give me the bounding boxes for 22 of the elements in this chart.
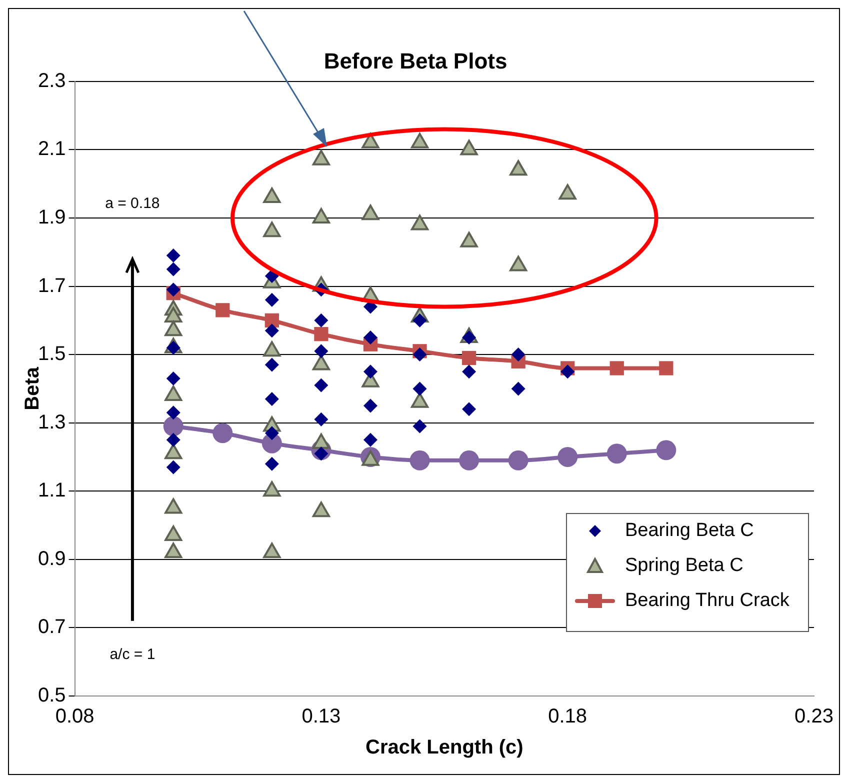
x-tick-label: 0.13	[302, 706, 341, 728]
y-tick-label: 1.9	[38, 206, 66, 228]
annotation: a = 0.18	[92, 191, 172, 218]
x-axis-title: Crack Length (c)	[365, 736, 524, 759]
y-axis-title: Beta	[22, 366, 44, 410]
y-tick-label: 1.5	[38, 343, 66, 366]
x-tick-label: 0.23	[794, 706, 834, 728]
x-tick-label: 0.18	[548, 706, 588, 728]
x-tick-label: 0.08	[55, 706, 94, 728]
y-tick-label: 1.1	[38, 480, 66, 502]
legend-label: Spring Beta C	[625, 555, 744, 577]
y-tick-label: 0.7	[38, 616, 66, 638]
chart-title: Before Beta Plots	[324, 48, 508, 74]
y-tick-label: 2.1	[38, 138, 66, 160]
legend-label: Bearing Thru Crack	[625, 590, 790, 612]
legend-label: Bearing Beta C	[625, 520, 754, 542]
annotation: a/c = 1	[92, 642, 172, 668]
y-tick-label: 1.3	[38, 411, 66, 434]
y-tick-label: 0.9	[38, 548, 66, 570]
y-tick-label: 1.7	[38, 274, 66, 297]
y-tick-label: 0.5	[38, 684, 66, 707]
y-tick-label: 2.3	[38, 70, 66, 92]
